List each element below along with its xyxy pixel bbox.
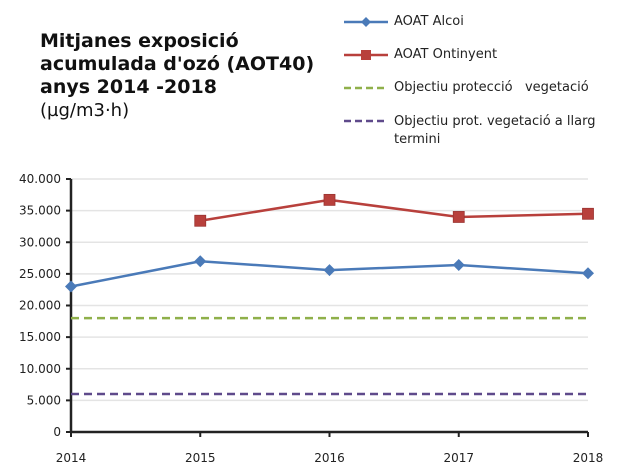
- y-tick-label: 35.000: [19, 204, 61, 218]
- data-point-diamond: [452, 259, 465, 272]
- y-tick-label: 10.000: [19, 362, 61, 376]
- legend-symbol-alcoi: [344, 17, 388, 27]
- legend-symbol-ontinyent: [344, 50, 388, 60]
- y-tick-label: 40.000: [19, 172, 61, 186]
- x-tick-label: 2017: [443, 451, 474, 465]
- data-point-diamond: [323, 264, 336, 277]
- series-line-1: [200, 198, 589, 222]
- x-tick-label: 2015: [185, 451, 216, 465]
- legend-label-objectiu-llarg: Objectiu prot. vegetació a llarg termini: [394, 114, 596, 147]
- data-point-diamond: [582, 267, 594, 280]
- data-point-square: [582, 207, 594, 220]
- legend-symbol-objectiu: [344, 86, 388, 90]
- data-point-diamond: [65, 280, 77, 293]
- data-point-diamond: [194, 255, 207, 268]
- legend-symbol-objectiu-llarg: [344, 119, 388, 123]
- data-point-square: [452, 211, 465, 223]
- data-point-square: [194, 214, 207, 227]
- x-tick-label: 2014: [56, 451, 87, 465]
- y-tick-label: 5.000: [27, 393, 61, 407]
- chart-title: Mitjanes exposició acumulada d'ozó (AOT4…: [40, 30, 314, 122]
- data-point-square: [323, 193, 336, 206]
- title-line-1: Mitjanes exposició: [40, 30, 239, 52]
- x-tick-label: 2016: [314, 451, 345, 465]
- x-tick-label: 2018: [573, 451, 604, 465]
- title-line-2: acumulada d'ozó (AOT40): [40, 53, 315, 75]
- title-line-3: anys 2014 -2018: [40, 76, 217, 98]
- y-tick-label: 15.000: [19, 330, 61, 344]
- y-tick-label: 30.000: [19, 235, 61, 249]
- legend-label-ontinyent: AOAT Ontinyent: [394, 47, 498, 62]
- y-tick-label: 0: [53, 425, 61, 439]
- legend-label-objectiu: Objectiu protecció vegetació: [394, 80, 589, 95]
- y-tick-label: 25.000: [19, 267, 61, 281]
- legend-label-alcoi: AOAT Alcoi: [394, 14, 464, 29]
- chart-units: (µg/m3·h): [40, 100, 130, 121]
- y-tick-label: 20.000: [19, 299, 61, 313]
